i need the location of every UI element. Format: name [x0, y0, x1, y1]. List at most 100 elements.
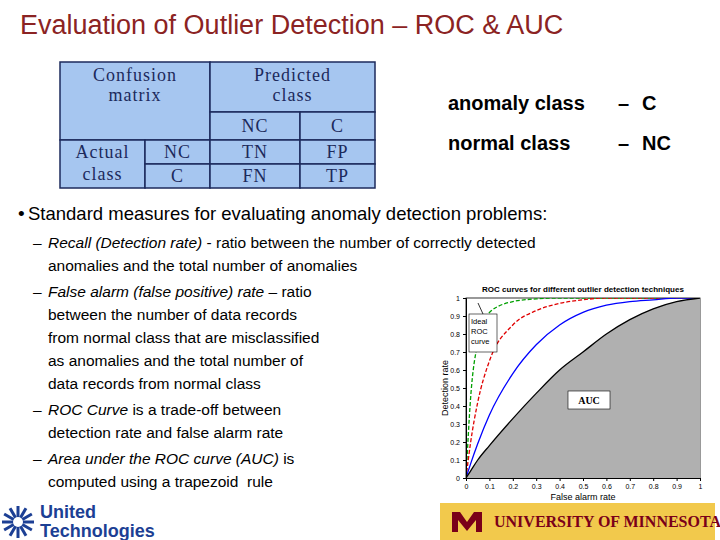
y-axis: 00.10.20.30.40.50.60.70.80.91: [450, 295, 466, 482]
sub-bullet-term: False alarm (false positive) rate: [48, 283, 265, 300]
annotation-text: AUC: [578, 395, 600, 406]
table-row-label: C: [171, 166, 184, 186]
table-cell: [210, 62, 375, 112]
sub-bullet-rest: - ratio between the number of correctly …: [202, 234, 535, 251]
class-code: NC: [642, 132, 671, 154]
table-cell: [300, 112, 375, 140]
class-code: C: [642, 92, 656, 114]
tick-mark: [606, 478, 607, 481]
tick: 0.1: [485, 478, 495, 490]
tick: 0.4: [450, 403, 466, 410]
plot-marks: [466, 298, 700, 478]
logo-text: United: [40, 502, 96, 522]
table-cell: [60, 140, 145, 188]
sub-bullet-text: between the number of data records: [48, 306, 297, 323]
table-column-label: NC: [241, 116, 268, 136]
tick: 0.7: [450, 349, 466, 356]
logo-icon: [2, 506, 34, 538]
sub-bullet-text: Recall (Detection rate) - ratio between …: [48, 234, 536, 251]
bullet-text: Standard measures for evaluating anomaly…: [28, 203, 547, 224]
tick-label: 0.9: [450, 313, 460, 320]
tick: 0.8: [649, 478, 659, 490]
table-corner-label: matrix: [109, 85, 162, 105]
table-cell: [145, 140, 210, 164]
table-cell-text: FN: [242, 166, 267, 186]
table-cell: [210, 112, 300, 140]
tick: 0.5: [579, 478, 589, 490]
sub-bullet-text: False alarm (false positive) rate – rati…: [48, 283, 312, 300]
annotation-text: ROC: [471, 327, 488, 336]
sub-bullet-term: ROC Curve: [48, 401, 128, 418]
roc-curve: [466, 298, 700, 478]
tick-label: 0.7: [450, 349, 460, 356]
tick-mark: [463, 298, 466, 299]
roc-curve: [466, 298, 700, 478]
tick: 0.2: [450, 439, 466, 446]
tick: 0.6: [602, 478, 612, 490]
class-separator: –: [618, 132, 629, 154]
roc-chart: 00.10.20.30.40.50.60.70.80.9100.10.20.30…: [440, 285, 703, 502]
tick: 0.9: [450, 313, 466, 320]
plot-frame: [466, 298, 700, 478]
annotation-text: curve: [471, 337, 489, 346]
slide-title: Evaluation of Outlier Detection – ROC & …: [20, 10, 563, 40]
bullet-marker: •: [18, 203, 25, 224]
tick: 1: [456, 295, 466, 302]
tick-mark: [463, 460, 466, 461]
y-axis-title: Detection rate: [440, 360, 450, 416]
tick-mark: [583, 478, 584, 481]
sub-bullet-marker: –: [33, 401, 42, 418]
class-separator: –: [618, 92, 629, 114]
table-row-label: NC: [164, 142, 191, 162]
sub-bullet-marker: –: [33, 450, 42, 467]
tick-mark: [463, 370, 466, 371]
tick: 0.8: [450, 331, 466, 338]
axis-line: [463, 299, 467, 479]
tick: 0.2: [508, 478, 518, 490]
tick-mark: [489, 478, 490, 481]
tick-label: 0.4: [555, 483, 565, 490]
logo-m: [452, 512, 482, 532]
tick-mark: [463, 406, 466, 407]
sub-bullet-text: anomalies and the total number of anomal…: [48, 257, 358, 274]
table-corner-label: Confusion: [93, 65, 177, 85]
table-cell: [210, 140, 300, 164]
tick: 1: [699, 478, 703, 490]
table-header: class: [83, 164, 123, 184]
tick-mark: [463, 442, 466, 443]
chart-title: ROC curves for different outlier detecti…: [482, 285, 684, 294]
sub-bullet-marker: –: [33, 234, 42, 251]
slide-background: [0, 0, 720, 540]
axis-line: [467, 479, 701, 482]
tick-label: 0.9: [672, 483, 682, 490]
tick: 0.5: [450, 385, 466, 392]
table-header: Predicted: [254, 65, 331, 85]
sub-bullet-term: Area under the ROC curve (AUC): [47, 450, 279, 467]
sub-bullet-rest: is: [279, 450, 295, 467]
table-cell: [60, 62, 210, 140]
logo-right: UNIVERSITY OF MINNESOTA: [440, 503, 720, 540]
tick-mark: [463, 334, 466, 335]
tick-label: 0.5: [450, 385, 460, 392]
sub-bullet-text: Area under the ROC curve (AUC) is: [47, 450, 295, 467]
logo-text: Technologies: [40, 521, 155, 540]
tick-mark: [463, 316, 466, 317]
tick-label: 0.8: [649, 483, 659, 490]
annotation-text: Ideal: [471, 317, 488, 326]
sub-bullet-text: as anomalies and the total number of: [48, 352, 304, 369]
table-header: class: [273, 85, 313, 105]
auc-area: [466, 298, 700, 478]
table-cell: [300, 164, 375, 188]
tick: 0.9: [672, 478, 682, 490]
tick-label: 0.2: [450, 439, 460, 446]
x-axis-title: False alarm rate: [550, 492, 615, 502]
table-cell-text: TP: [326, 166, 349, 186]
roc-curve: [466, 298, 700, 478]
tick-label: 0.1: [485, 483, 495, 490]
tick-mark: [653, 478, 654, 481]
tick-label: 0: [456, 475, 460, 482]
tick-mark: [700, 478, 701, 481]
tick: 0.6: [450, 367, 466, 374]
table-cell: [145, 164, 210, 188]
tick-mark: [677, 478, 678, 481]
